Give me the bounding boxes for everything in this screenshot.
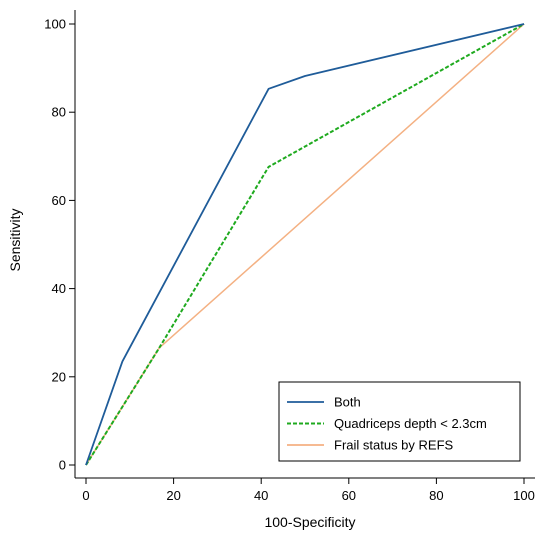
x-tick-label: 60: [342, 488, 356, 503]
y-axis-title: Sensitivity: [7, 208, 23, 271]
y-tick-label: 80: [52, 105, 66, 120]
y-tick-label: 20: [52, 369, 66, 384]
legend-label: Frail status by REFS: [334, 438, 454, 453]
series-line-quadriceps-depth-2-3cm: [85, 23, 525, 466]
legend-label: Quadriceps depth < 2.3cm: [334, 416, 487, 431]
series-line-both: [85, 23, 525, 466]
x-tick-label: 80: [429, 488, 443, 503]
series-layer: [85, 23, 525, 466]
x-axis-title: 100-Specificity: [264, 514, 355, 530]
y-axis-ticks: 0 20 40 60 80 100: [44, 17, 75, 473]
legend: Both Quadriceps depth < 2.3cm Frail status…: [278, 381, 521, 462]
x-tick-label: 100: [513, 488, 535, 503]
x-axis-ticks: 0 20 40 60 80 100: [82, 478, 535, 503]
y-tick-label: 40: [52, 281, 66, 296]
legend-box: [278, 381, 521, 462]
legend-label: Both: [334, 395, 361, 410]
x-tick-label: 0: [82, 488, 89, 503]
y-tick-label: 60: [52, 193, 66, 208]
x-tick-label: 40: [254, 488, 268, 503]
y-tick-label: 100: [44, 17, 66, 32]
x-tick-label: 20: [166, 488, 180, 503]
y-tick-label: 0: [59, 458, 66, 473]
